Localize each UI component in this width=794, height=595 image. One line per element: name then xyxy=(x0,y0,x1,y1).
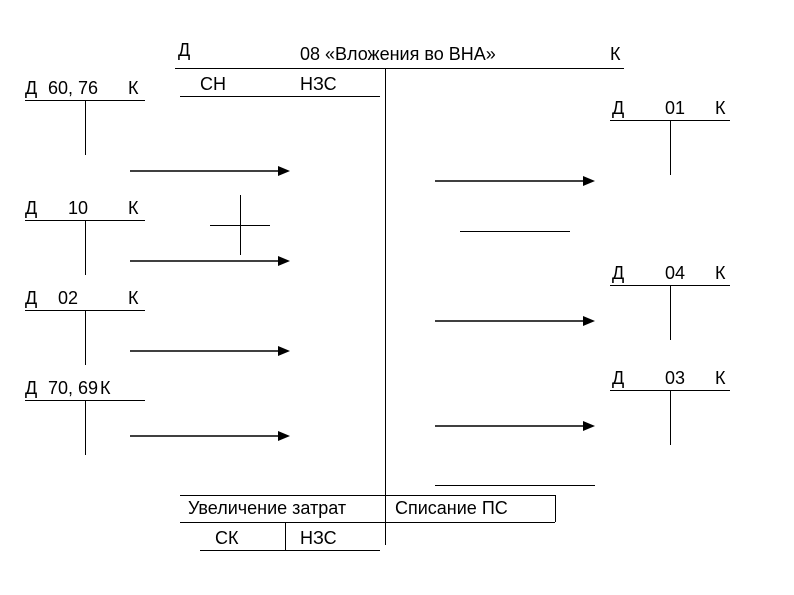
left-acc-2-num: 10 xyxy=(68,198,88,219)
right-bottom-underline xyxy=(435,485,595,486)
left-acc-4-k: К xyxy=(100,378,111,399)
bottom-box-top xyxy=(180,495,555,496)
left-acc-3-d: Д xyxy=(25,288,37,309)
left-acc-1-v xyxy=(85,100,86,155)
bottom-writeoff-label: Списание ПС xyxy=(395,498,508,519)
right-arrow-1 xyxy=(435,175,595,187)
right-acc-2-num: 04 xyxy=(665,263,685,284)
main-title: 08 «Вложения во ВНА» xyxy=(300,44,496,65)
main-ch-underline xyxy=(180,96,380,97)
right-short-line xyxy=(460,231,570,232)
main-d-label: Д xyxy=(178,40,190,61)
bottom-box-bottom xyxy=(180,522,555,523)
left-acc-2-v xyxy=(85,220,86,275)
left-arrow-1 xyxy=(130,165,290,177)
left-acc-1-d: Д xyxy=(25,78,37,99)
main-vertical-line xyxy=(385,68,386,545)
right-acc-1-k: К xyxy=(715,98,726,119)
right-arrow-3 xyxy=(435,420,595,432)
right-acc-3-d: Д xyxy=(612,368,624,389)
bottom-box-right xyxy=(555,495,556,522)
main-nzs-top-label: НЗС xyxy=(300,74,337,95)
bottom-ck-label: СК xyxy=(215,528,238,549)
bottom-nzs-label: НЗС xyxy=(300,528,337,549)
left-acc-2-d: Д xyxy=(25,198,37,219)
right-acc-3-v xyxy=(670,390,671,445)
right-acc-2-v xyxy=(670,285,671,340)
right-acc-2-d: Д xyxy=(612,263,624,284)
right-acc-2-k: К xyxy=(715,263,726,284)
left-acc-4-num: 70, 69 xyxy=(48,378,98,399)
left-arrow-2 xyxy=(130,255,290,267)
right-acc-3-num: 03 xyxy=(665,368,685,389)
bottom-sub-divider xyxy=(285,522,286,550)
left-acc-4-d: Д xyxy=(25,378,37,399)
main-ch-label: СН xyxy=(200,74,226,95)
right-arrow-2 xyxy=(435,315,595,327)
left-acc-3-k: К xyxy=(128,288,139,309)
main-top-line xyxy=(175,68,624,69)
left-acc-4-v xyxy=(85,400,86,455)
left-acc-1-num: 60, 76 xyxy=(48,78,98,99)
right-acc-1-v xyxy=(670,120,671,175)
left-acc-3-num: 02 xyxy=(58,288,78,309)
left-arrow-4 xyxy=(130,430,290,442)
bottom-sub-underline xyxy=(200,550,380,551)
right-acc-1-num: 01 xyxy=(665,98,685,119)
left-acc-1-k: К xyxy=(128,78,139,99)
right-acc-1-d: Д xyxy=(612,98,624,119)
left-arrow-3 xyxy=(130,345,290,357)
cross-v xyxy=(240,195,241,255)
right-acc-3-k: К xyxy=(715,368,726,389)
main-k-label: К xyxy=(610,44,621,65)
bottom-increase-label: Увеличение затрат xyxy=(188,498,346,519)
left-acc-3-v xyxy=(85,310,86,365)
left-acc-2-k: К xyxy=(128,198,139,219)
